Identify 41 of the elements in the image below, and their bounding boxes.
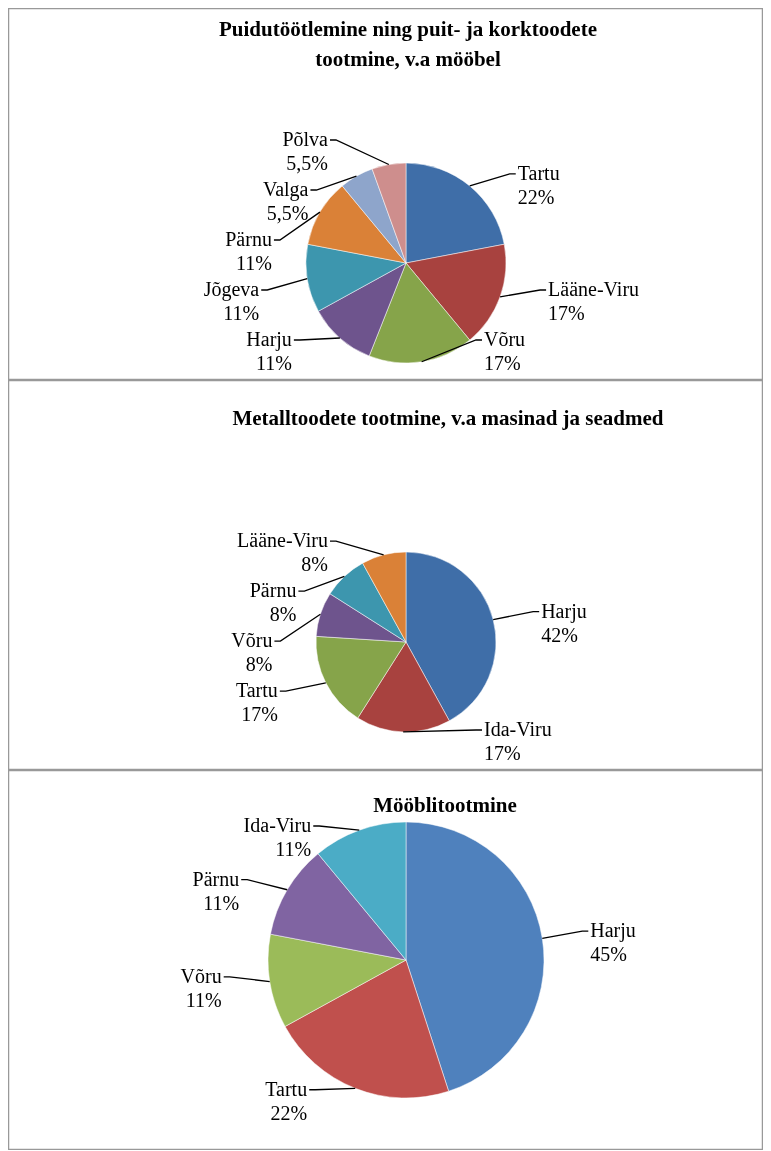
- data-label: 22%: [270, 1101, 308, 1124]
- data-label: 17%: [484, 352, 521, 374]
- slice-label: Harju: [590, 919, 636, 943]
- slice-label: Ida-Viru: [484, 718, 552, 740]
- data-label: 17%: [484, 742, 521, 764]
- slice-label: Tartu: [265, 1077, 308, 1100]
- data-label: 42%: [541, 623, 578, 646]
- slice-label: Tartu: [517, 161, 560, 184]
- data-label: 11%: [203, 891, 240, 914]
- data-label: 8%: [269, 603, 297, 626]
- slice-label: Võru: [180, 964, 222, 987]
- data-label: 22%: [517, 185, 555, 208]
- data-label: 5,5%: [286, 152, 328, 174]
- data-label: 11%: [236, 252, 272, 274]
- chart-title: Metalltoodete tootmine, v.a masinad ja seadmed: [232, 406, 664, 430]
- slice-label: Harju: [246, 328, 292, 351]
- data-label: 45%: [590, 943, 627, 966]
- data-label: 11%: [275, 838, 312, 860]
- data-label: 8%: [245, 653, 273, 676]
- data-label: 8%: [301, 553, 328, 576]
- slice-label: Lääne-Viru: [237, 529, 328, 552]
- slice-label: Harju: [541, 599, 587, 623]
- slice-label: Jõgeva: [203, 278, 260, 301]
- slice-label: Ida-Viru: [243, 814, 312, 836]
- data-label: 17%: [241, 703, 278, 726]
- chart-title: Mööblitootmine: [373, 793, 517, 817]
- slice-label: Põlva: [282, 128, 329, 150]
- slice-label: Pärnu: [192, 867, 240, 890]
- slice-label: Pärnu: [225, 228, 272, 250]
- slice-label: Pärnu: [249, 579, 297, 602]
- data-label: 11%: [223, 302, 260, 324]
- data-label: 11%: [255, 352, 292, 374]
- data-label: 11%: [185, 988, 222, 1011]
- slice-label: Võru: [231, 629, 273, 652]
- chart-title: Puidutöötlemine ning puit- ja korktoodete tootmine, v.a mööbel: [218, 17, 598, 71]
- slice-label: Võru: [484, 328, 526, 350]
- slice-label: Tartu: [235, 679, 278, 702]
- data-label: 17%: [548, 302, 585, 324]
- slice-label: Valga: [262, 178, 309, 201]
- data-label: 5,5%: [266, 202, 309, 224]
- slice-label: Lääne-Viru: [548, 278, 640, 300]
